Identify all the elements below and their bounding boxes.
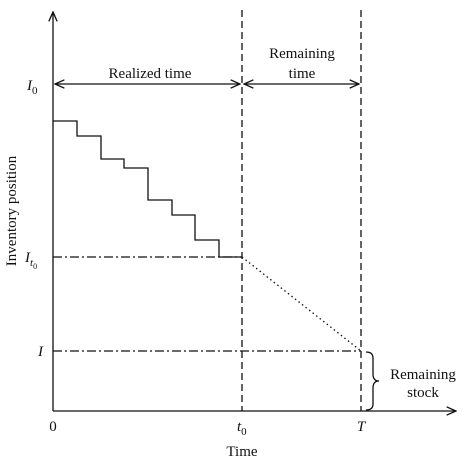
realized-label: Realized time — [109, 66, 192, 82]
stock-label: stock — [407, 385, 439, 401]
time-label: 0 — [49, 419, 57, 435]
level-subscript: 0 — [32, 85, 38, 97]
time-label: t0 — [237, 419, 247, 438]
level-subsubscript: 0 — [33, 262, 37, 271]
level-label: It0 — [24, 250, 37, 271]
remaining-label: Remaining — [269, 46, 335, 62]
remaining-label: time — [289, 66, 316, 82]
time-label: T — [357, 419, 367, 435]
inventory-steps — [53, 120, 242, 258]
level-label: I — [37, 344, 44, 360]
stock-brace — [365, 351, 380, 411]
stock-label: Remaining — [390, 367, 456, 383]
y-axis-label: Inventory position — [4, 155, 20, 266]
level-subscript: t — [30, 257, 34, 269]
x-axis-label: Time — [226, 444, 257, 460]
level-symbol: I — [26, 78, 33, 94]
time-subscript: 0 — [241, 426, 247, 438]
level-symbol: I — [24, 250, 31, 266]
level-label: I0 — [26, 78, 38, 97]
forecast-line — [241, 256, 362, 352]
time-symbol: t — [237, 419, 242, 435]
